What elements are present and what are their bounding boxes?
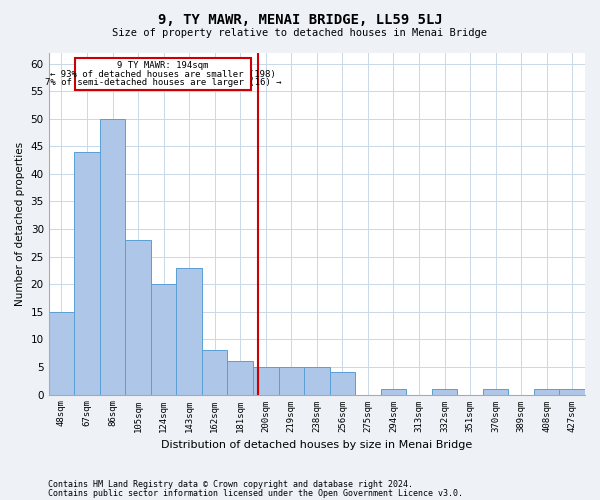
X-axis label: Distribution of detached houses by size in Menai Bridge: Distribution of detached houses by size … bbox=[161, 440, 472, 450]
Text: 7% of semi-detached houses are larger (16) →: 7% of semi-detached houses are larger (1… bbox=[44, 78, 281, 88]
Bar bbox=[559, 389, 585, 394]
Y-axis label: Number of detached properties: Number of detached properties bbox=[15, 142, 25, 306]
Bar bbox=[227, 362, 253, 394]
Bar bbox=[74, 152, 100, 394]
Bar bbox=[380, 389, 406, 394]
Bar bbox=[534, 389, 559, 394]
Bar bbox=[483, 389, 508, 394]
Bar bbox=[100, 118, 125, 394]
Bar bbox=[202, 350, 227, 395]
Text: Size of property relative to detached houses in Menai Bridge: Size of property relative to detached ho… bbox=[113, 28, 487, 38]
Bar bbox=[304, 367, 329, 394]
Bar bbox=[49, 312, 74, 394]
Bar bbox=[151, 284, 176, 395]
Bar bbox=[329, 372, 355, 394]
Bar bbox=[432, 389, 457, 394]
Bar bbox=[278, 367, 304, 394]
Text: ← 93% of detached houses are smaller (198): ← 93% of detached houses are smaller (19… bbox=[50, 70, 276, 78]
Bar bbox=[253, 367, 278, 394]
Text: 9 TY MAWR: 194sqm: 9 TY MAWR: 194sqm bbox=[117, 60, 209, 70]
Bar bbox=[176, 268, 202, 394]
Text: Contains public sector information licensed under the Open Government Licence v3: Contains public sector information licen… bbox=[48, 489, 463, 498]
Text: Contains HM Land Registry data © Crown copyright and database right 2024.: Contains HM Land Registry data © Crown c… bbox=[48, 480, 413, 489]
FancyBboxPatch shape bbox=[75, 58, 251, 90]
Bar bbox=[125, 240, 151, 394]
Text: 9, TY MAWR, MENAI BRIDGE, LL59 5LJ: 9, TY MAWR, MENAI BRIDGE, LL59 5LJ bbox=[158, 12, 442, 26]
